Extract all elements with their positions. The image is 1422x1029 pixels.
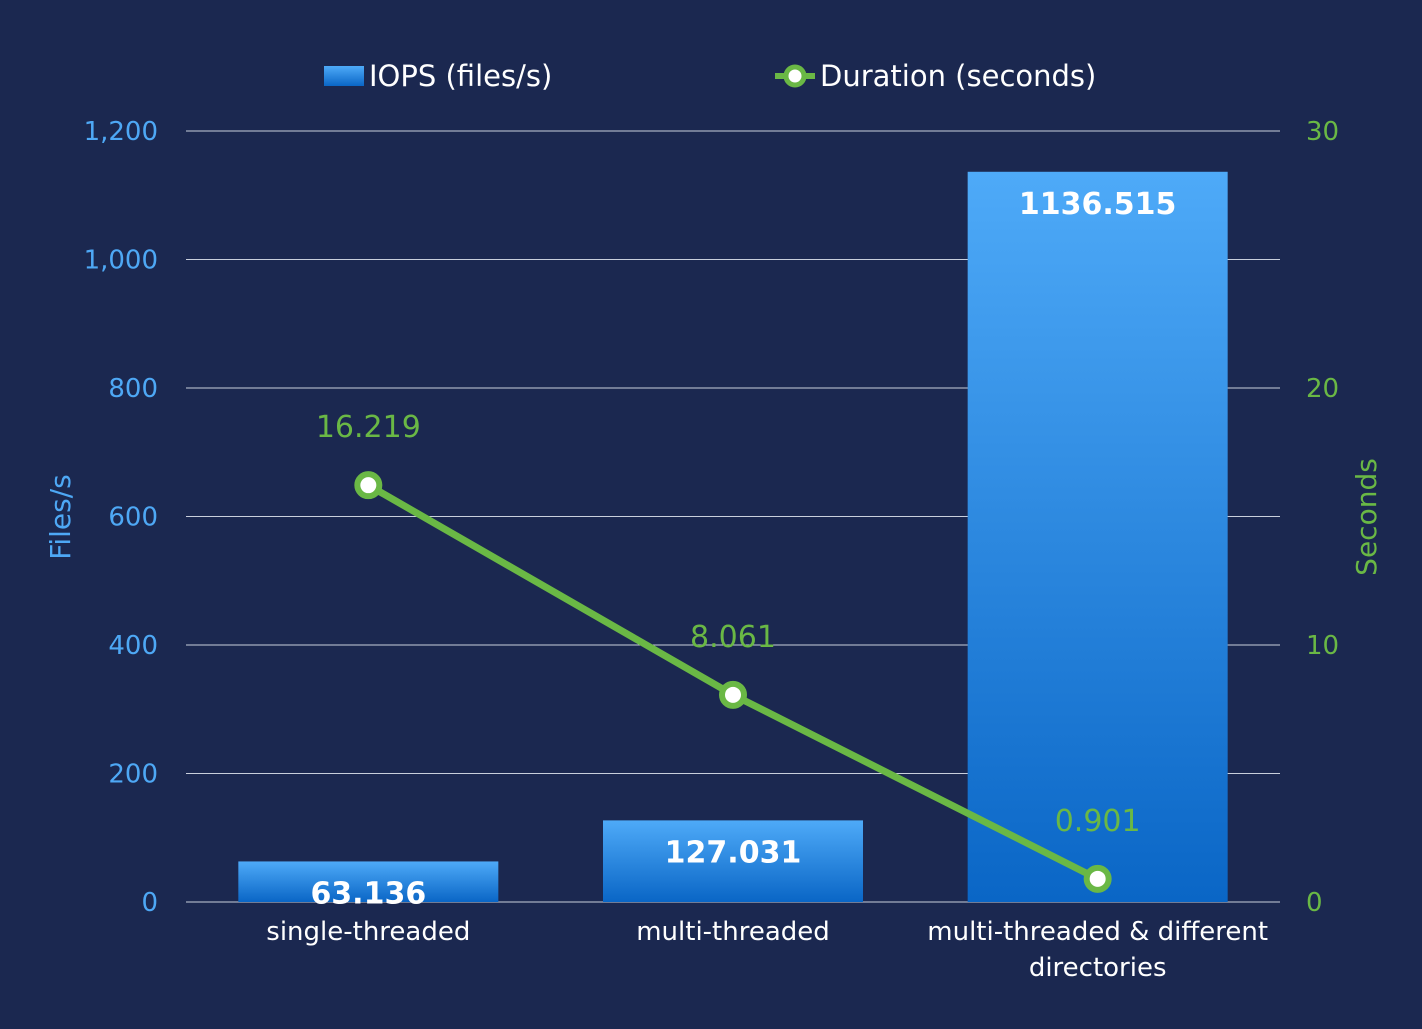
bar-data-label: 63.136 — [310, 876, 426, 911]
left-axis-title: Files/s — [44, 474, 77, 559]
right-tick-label: 30 — [1306, 117, 1339, 147]
legend-line-swatch — [775, 64, 815, 88]
left-tick-label: 400 — [108, 631, 158, 661]
right-axis-title: Seconds — [1350, 458, 1383, 576]
line-series: 16.219 8.061 0.901 — [316, 410, 1141, 893]
right-tick-label: 20 — [1306, 374, 1339, 404]
left-tick-label: 1,000 — [84, 246, 158, 276]
category-label: single-threaded — [266, 917, 470, 947]
left-axis-ticks: 0 200 400 600 800 1,000 1,200 — [84, 117, 158, 918]
line-data-label: 16.219 — [316, 410, 421, 445]
left-tick-label: 0 — [141, 888, 158, 918]
line-point — [1083, 864, 1112, 893]
left-tick-label: 600 — [108, 503, 158, 533]
left-tick-label: 200 — [108, 760, 158, 790]
line-data-label: 8.061 — [690, 620, 776, 655]
line-point — [354, 471, 383, 500]
line-data-label: 0.901 — [1055, 804, 1141, 839]
bar-series: 63.136 127.031 1136.515 — [238, 171, 1228, 911]
legend-line-label: Duration (seconds) — [820, 59, 1096, 93]
legend-bar-label: IOPS (files/s) — [369, 59, 552, 93]
gridlines — [186, 130, 1280, 903]
left-tick-label: 1,200 — [84, 117, 158, 147]
category-labels: single-threaded multi-threaded multi-threa… — [266, 917, 1268, 983]
category-label: multi-threaded & different directories — [927, 917, 1268, 983]
bar — [603, 820, 863, 902]
legend-bar-swatch — [324, 66, 364, 86]
bar-data-label: 127.031 — [665, 835, 802, 870]
legend: IOPS (files/s) Duration (seconds) — [324, 59, 1096, 93]
bar-data-label: 1136.515 — [1019, 187, 1177, 222]
bar — [967, 171, 1228, 902]
right-tick-label: 0 — [1306, 888, 1323, 918]
right-tick-label: 10 — [1306, 631, 1339, 661]
right-axis-ticks: 0 10 20 30 — [1306, 117, 1339, 918]
line-point — [719, 680, 747, 709]
left-tick-label: 800 — [108, 374, 158, 404]
bar — [238, 861, 499, 902]
category-label: multi-threaded — [636, 917, 830, 947]
